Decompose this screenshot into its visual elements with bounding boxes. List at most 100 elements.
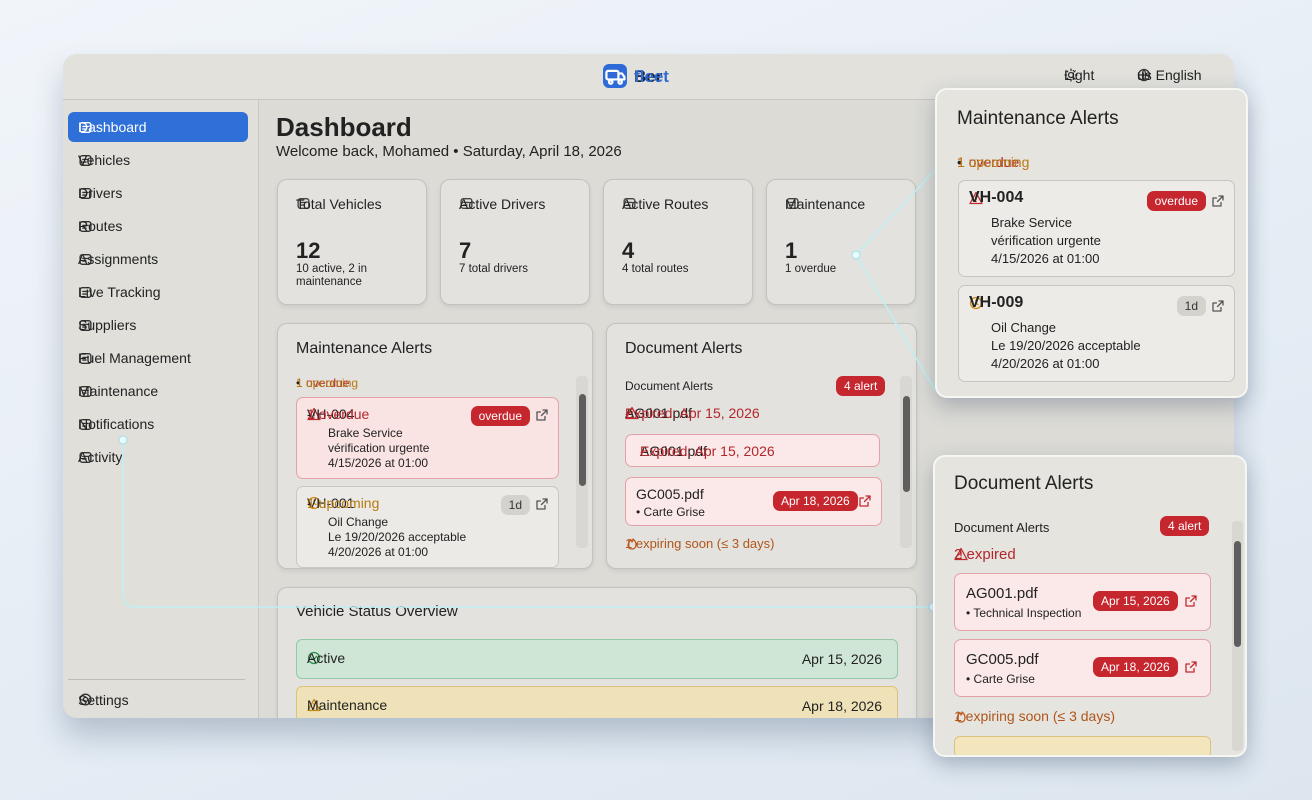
external-link[interactable] <box>858 494 872 513</box>
nav-item[interactable]: Activity <box>68 442 248 472</box>
date-badge: Apr 18, 2026 <box>773 491 858 511</box>
file-name: AG001.pdf <box>966 585 1038 602</box>
status-date: Apr 15, 2026 <box>801 651 882 667</box>
document-item: AG001.pdf • Technical Inspection Apr 15, 2… <box>954 573 1211 631</box>
item-note: vérification urgente <box>328 441 430 455</box>
nav-item[interactable]: Assignments <box>68 244 248 274</box>
item-date: 4/15/2026 at 01:00 <box>328 456 429 470</box>
stat-label: Active Drivers <box>459 195 546 212</box>
nav-icon <box>297 197 310 210</box>
file-name: AG001.pdf <box>640 442 707 459</box>
stat-value: 7 <box>459 238 472 263</box>
nav-item[interactable]: Dashboard <box>68 112 248 142</box>
external-link-icon <box>1185 595 1197 607</box>
callout-title: Document Alerts <box>954 473 1094 494</box>
globe-icon <box>1137 68 1151 82</box>
nav-item[interactable]: Maintenance <box>68 376 248 406</box>
stat-header: Active Routes <box>622 196 708 212</box>
file-name: GC005.pdf <box>966 651 1039 668</box>
maintenance-alerts-card: Maintenance Alerts 1 overdue • 1 upcoming VH… <box>277 323 593 569</box>
separator: - <box>307 406 312 422</box>
maintenance-item: VH-001-1 upcoming 1d Oil Change Le 19/20/20… <box>296 486 559 568</box>
maintenance-item: VH-009 1d Oil Change Le 19/20/2026 acceptab… <box>958 285 1235 382</box>
nav-icon <box>79 121 92 133</box>
nav-icon <box>460 197 473 210</box>
divider <box>68 679 245 680</box>
external-link[interactable] <box>1211 194 1225 213</box>
external-link-icon <box>536 498 548 510</box>
item-note: vérification urgente <box>991 233 1101 248</box>
external-link[interactable] <box>1184 660 1198 679</box>
nav-label: Suppliers <box>78 317 137 333</box>
language-label: us English <box>1137 67 1202 83</box>
separator: - <box>640 442 645 459</box>
external-link[interactable] <box>1211 299 1225 318</box>
stat-card: Active Routes 4 4 total routes <box>603 179 753 305</box>
nav-icon <box>79 451 92 463</box>
nav-item[interactable]: Settings <box>78 692 129 708</box>
status-label: Active <box>307 650 345 666</box>
check-icon <box>307 651 321 665</box>
alert-count-badge: 4 alert <box>836 376 886 396</box>
vehicle-id: VH-009 <box>969 294 1024 311</box>
vehicle-status-card: Vehicle Status Overview Active Apr 15, 202… <box>277 587 917 718</box>
item-date: 4/15/2026 at 01:00 <box>991 251 1100 266</box>
item-title: VH-009 <box>969 294 1023 311</box>
external-link[interactable] <box>535 408 549 427</box>
logo-icon <box>605 69 626 85</box>
stat-label: Total Vehicles <box>296 195 382 212</box>
nav-label: Notifications <box>78 416 155 432</box>
stat-label: Maintenance <box>785 195 866 212</box>
stat-note: 1 overdue <box>785 263 837 275</box>
stat-card: Total Vehicles 12 10 active, 2 in maintena… <box>277 179 427 305</box>
nav-icon <box>623 197 636 210</box>
overdue-count: 1 overdue <box>957 154 1020 170</box>
status-name: Active <box>307 650 346 666</box>
gear-icon <box>79 693 92 706</box>
nav-item[interactable]: Suppliers <box>68 310 248 340</box>
document-type: • Carte Grise <box>966 672 1035 686</box>
scroll-thumb <box>1234 541 1241 647</box>
theme-toggle[interactable]: Light <box>1064 67 1094 83</box>
expiring-text: 1 expiring soon (≤ 3 days) <box>954 708 1115 724</box>
vehicle-id: VH-001 <box>307 495 355 511</box>
nav-icon <box>79 418 92 430</box>
expired-status: Expired: Apr 15, 2026 <box>640 442 775 459</box>
warning-icon <box>307 698 321 712</box>
page-title: Dashboard <box>276 112 412 142</box>
nav-label: Routes <box>78 218 123 234</box>
expiring-note: 1 expiring soon (≤ 3 days) <box>625 536 775 551</box>
item-service: Oil Change <box>991 320 1057 335</box>
connector-dot <box>118 435 128 445</box>
bullet: • <box>957 154 962 170</box>
nav-item[interactable]: Routes <box>68 211 248 241</box>
expired-count: 2 expired <box>954 545 1016 563</box>
item-date: 4/20/2026 at 01:00 <box>328 545 429 559</box>
nav-item[interactable]: Vehicles <box>68 145 248 175</box>
maintenance-item: VH-004 overdue Brake Service vérification u… <box>958 180 1235 277</box>
warning-icon <box>625 406 639 420</box>
nav-item[interactable]: Fuel Management <box>68 343 248 373</box>
flame-icon <box>627 538 637 550</box>
nav-label: Activity <box>78 449 123 465</box>
nav-item[interactable]: Notifications <box>68 409 248 439</box>
document-type: • Carte Grise <box>636 505 705 519</box>
sun-icon <box>1064 68 1078 82</box>
file-name: GC005.pdf <box>636 486 704 502</box>
item-service: Oil Change <box>328 515 389 529</box>
external-link[interactable] <box>1184 594 1198 613</box>
nav-item[interactable]: Drivers <box>68 178 248 208</box>
document-alerts-card: Document Alerts Document Alerts 4 alert AG0… <box>606 323 917 569</box>
item-status: 1 upcoming <box>307 495 380 511</box>
nav-item[interactable]: Live Tracking <box>68 277 248 307</box>
language-toggle[interactable]: us English <box>1137 67 1202 83</box>
document-item: GC005.pdf • Carte Grise Apr 18, 2026 <box>625 477 882 526</box>
external-link[interactable] <box>535 497 549 516</box>
item-note: Le 19/20/2026 acceptable <box>328 530 467 544</box>
scroll-thumb <box>579 394 586 486</box>
nav-icon <box>79 220 92 232</box>
bullet: • <box>296 376 301 390</box>
separator: - <box>625 405 630 421</box>
stat-header: Total Vehicles <box>296 196 382 212</box>
upcoming-count: 1 upcoming <box>957 154 1030 170</box>
